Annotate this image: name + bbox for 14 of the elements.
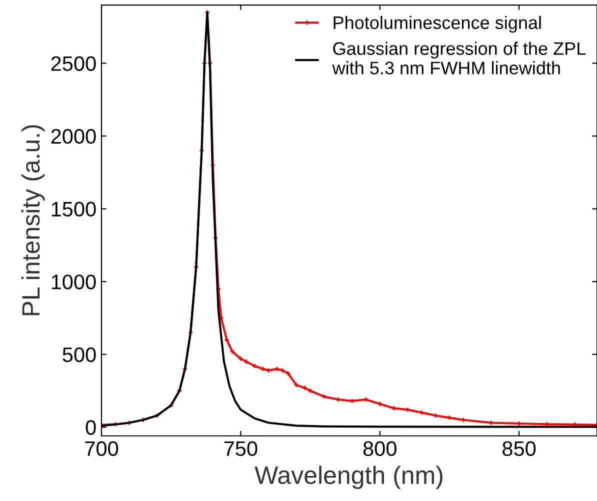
y-tick-label: 1000 — [52, 274, 96, 290]
y-tick-label: 0 — [86, 420, 96, 435]
y-axis-title: PL intensity (a.u.) — [21, 125, 45, 316]
y-tick-label: 2000 — [51, 129, 96, 144]
y-tick-label: 2500 — [51, 56, 96, 71]
x-axis-title: Wavelength (nm) — [254, 466, 442, 490]
x-tick-label: 700 — [85, 441, 118, 456]
y-tick-label: 1500 — [52, 202, 96, 217]
legend-label: Photoluminescence signal — [334, 16, 541, 33]
x-tick-label: 750 — [224, 441, 258, 456]
x-tick-label: 800 — [363, 441, 396, 456]
x-tick-label: 850 — [502, 441, 536, 456]
legend-label: Gaussian regression of the ZPL with 5.3 nm FWHM linewidth — [332, 42, 586, 74]
y-tick-label: 500 — [62, 347, 96, 362]
